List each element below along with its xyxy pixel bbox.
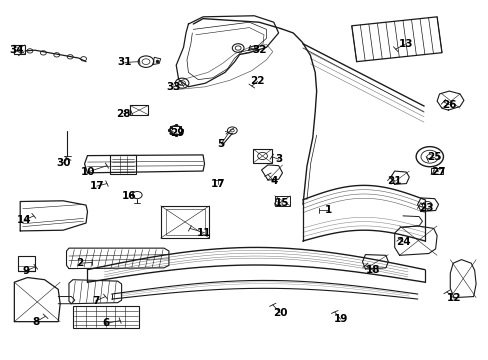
Text: 3: 3 [274, 154, 282, 164]
Text: 10: 10 [81, 167, 96, 177]
Text: 28: 28 [116, 109, 131, 119]
Bar [18, 256, 35, 271]
Text: 1: 1 [324, 206, 331, 216]
Text: 17: 17 [210, 179, 224, 189]
Text: 13: 13 [398, 39, 413, 49]
Text: 17: 17 [89, 181, 104, 191]
Text: 26: 26 [441, 100, 456, 110]
Bar [110, 155, 136, 174]
Text: 21: 21 [386, 176, 401, 186]
Bar [14, 45, 24, 54]
Text: 9: 9 [22, 266, 30, 276]
Text: 2: 2 [77, 258, 83, 268]
Text: 15: 15 [275, 198, 289, 208]
Bar [165, 210, 204, 234]
Bar [130, 105, 148, 115]
Bar [274, 196, 290, 206]
Text: 19: 19 [333, 314, 347, 324]
Text: 5: 5 [217, 139, 224, 149]
Text: 25: 25 [427, 152, 441, 162]
Text: 34: 34 [9, 45, 23, 55]
Text: 4: 4 [269, 176, 277, 186]
Text: 27: 27 [430, 167, 445, 177]
Text: 6: 6 [102, 319, 109, 328]
Text: 16: 16 [122, 191, 136, 201]
Text: 29: 29 [170, 129, 184, 138]
Text: 32: 32 [251, 45, 266, 55]
Text: 33: 33 [166, 82, 181, 92]
Text: 24: 24 [395, 237, 409, 247]
Bar [160, 206, 209, 238]
Text: 11: 11 [197, 228, 211, 238]
Text: 8: 8 [33, 317, 40, 327]
Bar [170, 126, 181, 134]
Text: 7: 7 [92, 296, 99, 306]
Text: 18: 18 [365, 265, 380, 275]
Text: 20: 20 [272, 308, 287, 318]
Text: 14: 14 [17, 215, 31, 225]
Text: 12: 12 [446, 293, 461, 303]
Text: 31: 31 [118, 57, 132, 67]
Text: 22: 22 [250, 76, 264, 86]
Bar [430, 168, 442, 174]
Bar [73, 306, 139, 328]
Bar [253, 149, 271, 163]
Text: 23: 23 [418, 203, 432, 213]
Text: 30: 30 [56, 158, 70, 168]
